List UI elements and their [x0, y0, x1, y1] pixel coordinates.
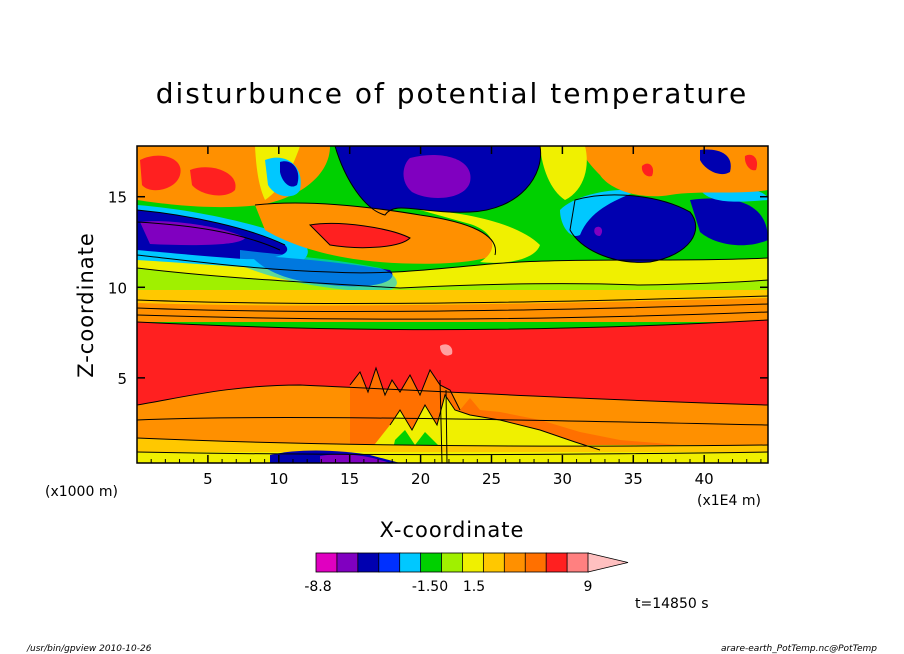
colorbar-swatch — [420, 552, 443, 573]
colorbar-swatch — [503, 552, 527, 573]
colorbar-swatch — [336, 552, 359, 573]
footer-right: arare-earth_PotTemp.nc@PotTemp — [721, 644, 877, 654]
right-cyan-rim — [560, 189, 640, 236]
bottom-orange-strip — [137, 438, 768, 452]
colorbar-swatch — [482, 552, 506, 573]
top-left-red — [140, 155, 181, 191]
x-tick-label: 35 — [624, 470, 643, 488]
chart-title: disturbunce of potential temperature — [156, 77, 749, 110]
colorbar: -8.8 -1.50 1.5 9 — [304, 552, 629, 595]
bottom-purple-patch — [320, 454, 390, 463]
colorbar-extend-arrow — [587, 552, 629, 573]
x-unit-left: (x1000 m) — [45, 484, 118, 500]
contour-lines — [137, 146, 768, 463]
mid-left-cyan-2 — [240, 250, 397, 292]
colorbar-swatch — [524, 552, 548, 573]
top-right-red — [641, 163, 654, 177]
top-right-blue — [700, 149, 731, 175]
colorbar-swatch — [462, 552, 485, 573]
colorbar-swatch — [545, 552, 568, 573]
footer-left: /usr/bin/gpview 2010-10-26 — [26, 644, 152, 654]
x-tick-label: 10 — [269, 470, 288, 488]
main-red-band — [137, 320, 768, 405]
upper-layer — [137, 146, 768, 305]
top-right-yellow — [540, 146, 587, 200]
colorbar-swatch — [566, 552, 589, 573]
x-tick-label: 5 — [203, 470, 213, 488]
right-purple-dot — [594, 226, 603, 236]
y-tick-label: 5 — [117, 370, 127, 388]
colorbar-label: 9 — [584, 579, 593, 595]
colorbar-label: -8.8 — [304, 579, 331, 595]
colorbar-swatch — [441, 552, 464, 573]
y-axis: 5 10 15 — [108, 189, 768, 388]
top-center-purple — [403, 155, 471, 198]
x-tick-label: 20 — [411, 470, 430, 488]
colorbar-swatch — [399, 552, 422, 573]
plot-frame — [136, 145, 769, 464]
y-tick-label: 10 — [108, 279, 127, 297]
y-tick-label: 15 — [108, 189, 127, 207]
top-right-red-2 — [744, 154, 758, 171]
x-tick-label: 15 — [340, 470, 359, 488]
x-tick-label: 40 — [695, 470, 714, 488]
top-blue-left — [280, 161, 299, 187]
x-unit-right: (x1E4 m) — [697, 493, 761, 509]
y-axis-label: Z-coordinate — [74, 232, 98, 378]
colorbar-swatch — [357, 552, 380, 573]
center-pink-spot — [440, 344, 453, 356]
x-tick-label: 30 — [553, 470, 572, 488]
colorbar-swatch — [378, 552, 401, 573]
right-blue-2 — [690, 198, 768, 246]
colorbar-label: 1.5 — [463, 579, 485, 595]
colorbar-swatch — [315, 552, 338, 573]
mid-red-tongue — [310, 223, 410, 248]
right-blue-blob — [570, 194, 696, 263]
colorbar-label: -1.50 — [412, 579, 448, 595]
x-axis: 5 10 15 20 25 30 35 40 — [150, 146, 762, 488]
plot-area — [137, 146, 768, 463]
mid-left-purple — [140, 221, 245, 246]
top-left-red-2 — [190, 167, 236, 196]
x-axis-label: X-coordinate — [380, 518, 525, 542]
mid-yellow-rim — [420, 210, 540, 263]
time-label: t=14850 s — [635, 596, 709, 612]
x-tick-label: 25 — [482, 470, 501, 488]
band-orange-top — [137, 298, 768, 322]
